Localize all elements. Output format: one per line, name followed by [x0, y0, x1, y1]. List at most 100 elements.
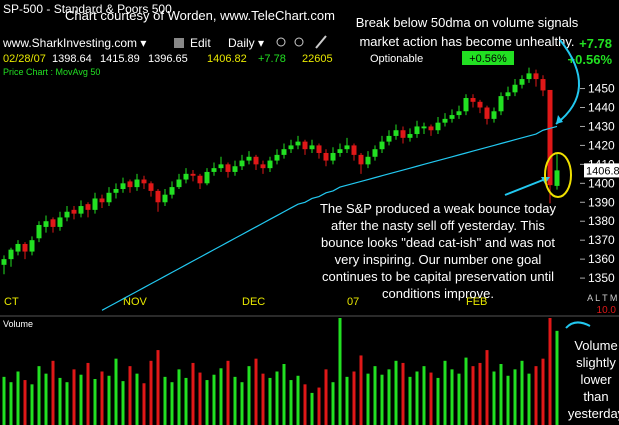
candle-body — [526, 73, 532, 80]
candle-body — [491, 111, 497, 119]
volume-bar — [534, 366, 538, 425]
volume-bar — [555, 330, 559, 425]
moving-average — [101, 125, 558, 311]
volume-bar — [513, 369, 517, 425]
volume-bar — [149, 360, 153, 425]
arrow-top — [555, 39, 581, 125]
candle-body — [232, 166, 238, 172]
candle-body — [8, 249, 14, 260]
candle-body — [477, 101, 483, 108]
volume-bar — [23, 380, 27, 425]
arrow-volume — [565, 321, 591, 329]
volume-bar — [156, 350, 160, 425]
note-line: very inspiring. Our number one goal — [335, 252, 542, 267]
candle-body — [134, 179, 140, 188]
candle-body — [204, 171, 210, 184]
volume-bar — [359, 355, 363, 425]
candle-body — [183, 173, 189, 180]
y-tick-label: 1380 — [588, 214, 615, 228]
candle-body — [127, 181, 133, 188]
draw-tool[interactable] — [315, 35, 327, 49]
candle-body — [449, 115, 455, 119]
volume-bar — [408, 376, 412, 425]
volume-bar — [429, 372, 433, 425]
edit-button[interactable]: Edit — [190, 36, 211, 50]
pct-right: +0.56% — [568, 52, 613, 67]
zoom-out[interactable] — [294, 37, 304, 47]
volume-bar — [436, 377, 440, 425]
candle-body — [169, 187, 175, 195]
volume-bar — [128, 366, 132, 425]
candle-body — [1, 259, 7, 265]
credit: Chart courtesy of Worden, www.TeleChart.… — [65, 8, 335, 23]
candle-body — [78, 206, 84, 214]
note-line: yesterday — [568, 406, 619, 421]
candle-body — [519, 79, 525, 85]
candle-body — [274, 154, 280, 161]
volume-bar — [471, 366, 475, 425]
period-menu[interactable]: Daily ▾ — [228, 36, 264, 50]
candle-body — [316, 145, 322, 153]
quote-low: 1396.65 — [148, 53, 188, 65]
y-tick-label: 1360 — [588, 252, 615, 266]
zoom-in[interactable] — [276, 37, 286, 47]
volume-bar — [72, 369, 76, 425]
volume-bar — [177, 369, 181, 425]
volume-bar — [135, 373, 139, 425]
candle-body — [295, 141, 301, 146]
candle-body — [302, 141, 308, 150]
note-line: continues to be capital preservation unt… — [322, 269, 554, 284]
candle-body — [211, 168, 217, 172]
candle-body — [155, 190, 161, 203]
candle-body — [57, 217, 63, 227]
volume-bar — [492, 371, 496, 425]
candle-body — [400, 130, 406, 138]
candle-body — [85, 204, 91, 210]
y-tick-label: 1350 — [588, 271, 615, 285]
quote-date: 02/28/07 — [3, 53, 46, 65]
volume-bar — [100, 371, 104, 425]
volume-bar — [387, 369, 391, 425]
volume-bar — [247, 366, 251, 425]
candle-body — [393, 130, 399, 136]
volume-bar — [485, 350, 489, 425]
note-top-0: Break below 50dma on volume signals — [356, 15, 579, 30]
candle-body — [288, 145, 294, 150]
candle-body — [386, 135, 392, 142]
volume-bar — [107, 375, 111, 425]
note-top-1: market action has become unhealthy. — [359, 34, 574, 49]
volume-bar — [275, 371, 279, 425]
volume-bar — [219, 368, 223, 425]
pct-badge — [462, 51, 514, 65]
candle-body — [379, 141, 385, 150]
site-menu[interactable]: www.SharkInvesting.com ▾ — [2, 36, 146, 50]
volume-bar — [198, 372, 202, 425]
candle-body — [435, 122, 441, 131]
x-tick-label: DEC — [242, 296, 265, 308]
volume-bar — [93, 378, 97, 425]
volume-scale: 10.0 — [597, 305, 617, 316]
quote-high: 1415.89 — [100, 53, 140, 65]
volume-bar — [79, 374, 83, 425]
volume-bar — [541, 358, 545, 425]
candle-body — [505, 92, 511, 97]
y-tick-label: 1400 — [588, 176, 615, 190]
note-line: slightly — [576, 355, 616, 370]
symbol-line: SP-500 - Standard & Poors 500 — [3, 2, 172, 16]
volume-bar — [506, 375, 510, 425]
candle-body — [190, 173, 196, 176]
candle-body — [358, 154, 364, 165]
candle-body — [512, 84, 518, 93]
volume-bar — [317, 387, 321, 425]
candle-body — [176, 179, 182, 188]
volume-bar — [58, 377, 62, 425]
volume-bar — [457, 373, 461, 425]
candle-body — [547, 89, 553, 186]
x-tick-label: CT — [4, 296, 19, 308]
x-tick-label: 07 — [347, 296, 359, 308]
volume-bar — [415, 371, 419, 425]
volume-bar — [380, 374, 384, 425]
y-tick-label: 1390 — [588, 195, 615, 209]
x-tick-label: FEB — [466, 296, 487, 308]
